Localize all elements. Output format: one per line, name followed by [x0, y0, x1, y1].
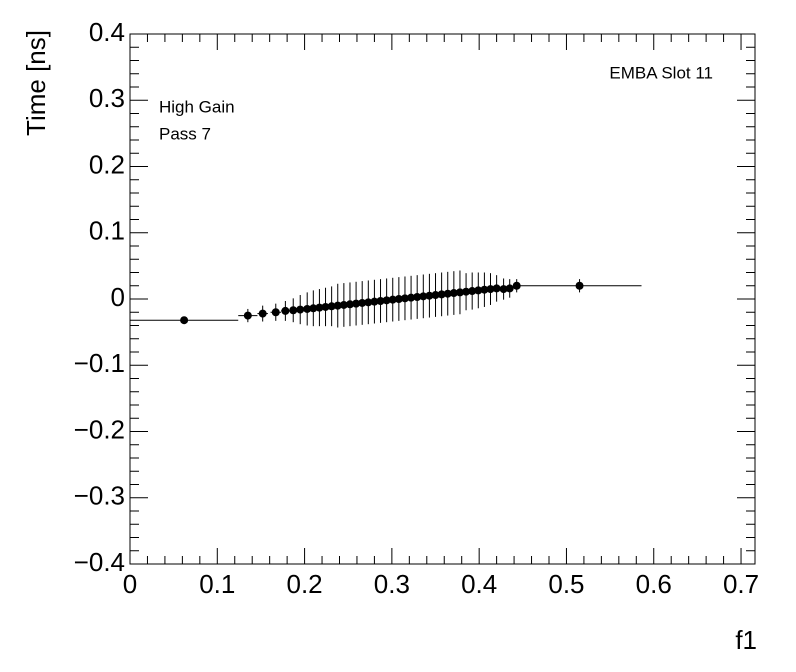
data-point — [303, 304, 312, 313]
data-point — [339, 300, 348, 309]
data-point — [474, 286, 483, 295]
y-tick-label: −0.1 — [74, 348, 125, 378]
data-point — [443, 289, 452, 298]
data-point — [309, 304, 318, 313]
y-tick-label: 0.2 — [89, 149, 125, 179]
data-point — [431, 291, 440, 300]
data-point — [413, 293, 422, 302]
annotation: EMBA Slot 11 — [609, 63, 713, 82]
data-point — [243, 311, 252, 320]
data-point — [486, 285, 495, 294]
y-tick-label: −0.4 — [74, 547, 125, 577]
data-point — [289, 306, 298, 315]
x-tick-label: 0.2 — [287, 569, 323, 599]
annotation: Pass 7 — [159, 124, 211, 143]
data-point — [407, 293, 416, 302]
data-point — [258, 309, 267, 318]
data-point — [455, 288, 464, 297]
data-point — [468, 287, 477, 296]
data-point — [281, 306, 290, 315]
data-point — [180, 316, 189, 325]
x-tick-label: 0.5 — [548, 569, 584, 599]
data-point — [345, 300, 354, 309]
data-point — [400, 294, 409, 303]
annotation: High Gain — [159, 97, 235, 116]
y-axis-label: Time [ns] — [21, 30, 51, 136]
data-point — [352, 299, 361, 308]
x-tick-label: 0.3 — [374, 569, 410, 599]
y-tick-label: −0.2 — [74, 414, 125, 444]
data-point — [333, 301, 342, 310]
data-point — [370, 297, 379, 306]
data-point — [425, 291, 434, 300]
data-point — [512, 281, 521, 290]
data-point — [449, 289, 458, 298]
data-point — [394, 295, 403, 303]
y-tick-label: 0.4 — [89, 17, 125, 47]
x-axis-label: f1 — [735, 625, 757, 655]
data-point — [382, 296, 391, 305]
data-point — [358, 298, 367, 307]
x-tick-label: 0.4 — [461, 569, 497, 599]
data-point — [388, 295, 397, 304]
data-point — [315, 303, 324, 312]
data-point — [462, 287, 471, 296]
x-tick-label: 0.1 — [199, 569, 235, 599]
y-tick-label: −0.3 — [74, 481, 125, 511]
x-tick-label: 0 — [123, 569, 137, 599]
data-point — [321, 302, 330, 311]
data-point — [327, 302, 336, 311]
data-point — [505, 284, 514, 293]
data-point — [492, 284, 501, 293]
data-point — [499, 285, 508, 294]
y-tick-label: 0 — [111, 282, 125, 312]
data-point — [480, 285, 489, 294]
data-point — [296, 305, 305, 314]
data-point — [575, 281, 584, 290]
x-tick-label: 0.7 — [723, 569, 759, 599]
data-point — [271, 308, 280, 317]
y-tick-label: 0.1 — [89, 216, 125, 246]
data-point — [376, 296, 385, 305]
data-point — [364, 298, 373, 307]
x-tick-label: 0.6 — [636, 569, 672, 599]
y-tick-label: 0.3 — [89, 83, 125, 113]
data-point — [437, 290, 446, 299]
data-point — [419, 292, 428, 301]
